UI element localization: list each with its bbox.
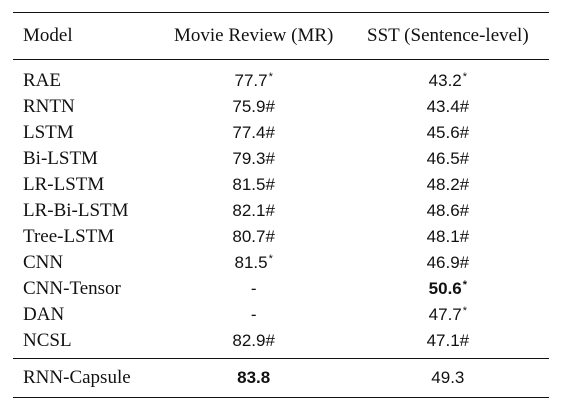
table-row: Bi-LSTM 79.3# 46.5#: [13, 146, 549, 172]
mr-score-cell: 82.9#: [161, 328, 347, 359]
significance-mark: *: [462, 279, 468, 291]
summary-model-cell: RNN-Capsule: [13, 358, 161, 398]
mr-score-cell: -: [161, 276, 347, 302]
table-row: LSTM 77.4# 45.6#: [13, 120, 549, 146]
score-value: 75.9#: [232, 97, 275, 116]
header-sst: SST (Sentence-level): [346, 12, 549, 60]
header-model: Model: [13, 12, 161, 60]
summary-sst-cell: 49.3: [346, 358, 549, 398]
summary-mr-cell: 83.8: [160, 358, 347, 398]
sst-score-cell: 43.4#: [347, 94, 549, 120]
mr-score-cell: 77.4#: [161, 120, 347, 146]
score-value: 48.6#: [426, 201, 470, 220]
significance-mark: *: [268, 71, 273, 83]
table-row: LR-Bi-LSTM 82.1# 48.6#: [13, 198, 549, 224]
model-name-cell: Tree-LSTM: [23, 226, 115, 247]
model-name-cell: DAN: [23, 304, 65, 325]
model-name-cell: RNTN: [23, 96, 75, 117]
score-value: 45.6#: [426, 123, 470, 142]
sst-score-cell: 47.1#: [347, 328, 549, 359]
table-row: Tree-LSTM 80.7# 48.1#: [13, 224, 549, 250]
model-name-cell: RAE: [23, 70, 61, 91]
table-row: RNTN 75.9# 43.4#: [13, 94, 549, 120]
score-value: 50.6: [428, 279, 462, 298]
sst-score-cell: 43.2*: [347, 60, 549, 95]
sst-score-cell: 45.6#: [347, 120, 549, 146]
score-value: 82.1#: [232, 201, 275, 220]
sst-score-cell: 48.1#: [347, 224, 549, 250]
header-row: Model Movie Review (MR) SST (Sentence-le…: [13, 12, 549, 60]
mr-score-cell: 82.1#: [161, 198, 347, 224]
table-body: RAE 77.7* 43.2* RNTN 75.9# 43.4# LSTM 77.4# 45.6…: [13, 60, 549, 359]
score-value: -: [250, 279, 257, 298]
sst-score-cell: 47.7*: [347, 302, 549, 328]
score-value: 46.9#: [426, 253, 470, 272]
sst-score-cell: 48.2#: [347, 172, 549, 198]
model-name-cell: CNN-Tensor: [23, 278, 121, 299]
score-value: 77.7: [234, 71, 268, 90]
score-value: 81.5: [234, 253, 268, 272]
significance-mark: *: [462, 305, 468, 317]
mr-score-cell: 77.7*: [161, 60, 347, 95]
table-row: NCSL 82.9# 47.1#: [13, 328, 549, 359]
model-name-cell: Bi-LSTM: [23, 148, 98, 169]
table-row: DAN - 47.7*: [13, 302, 549, 328]
significance-mark: *: [462, 71, 468, 83]
model-name-cell: NCSL: [23, 330, 72, 351]
sst-score-cell: 50.6*: [347, 276, 549, 302]
mr-score-cell: 80.7#: [161, 224, 347, 250]
sst-score-cell: 48.6#: [347, 198, 549, 224]
model-name-cell: CNN: [23, 252, 64, 273]
mr-score-cell: -: [161, 302, 347, 328]
score-value: 48.2#: [426, 175, 470, 194]
table-row: CNN-Tensor - 50.6*: [13, 276, 549, 302]
mr-score-cell: 81.5*: [161, 250, 347, 276]
mr-score-cell: 75.9#: [161, 94, 347, 120]
summary-row: RNN-Capsule 83.8 49.3: [13, 358, 549, 398]
score-value: 47.1#: [426, 331, 470, 350]
mr-score-cell: 81.5#: [161, 172, 347, 198]
score-value: 43.4#: [426, 97, 470, 116]
model-name-cell: LSTM: [23, 122, 74, 143]
sst-score-cell: 46.9#: [347, 250, 549, 276]
model-name-cell: LR-LSTM: [23, 174, 105, 195]
score-value: 47.7: [428, 305, 462, 324]
header-movie-review: Movie Review (MR): [160, 12, 347, 60]
score-value: 80.7#: [232, 227, 275, 246]
table-row: CNN 81.5* 46.9#: [13, 250, 549, 276]
score-value: -: [250, 305, 257, 324]
score-value: 48.1#: [426, 227, 470, 246]
model-name-cell: LR-Bi-LSTM: [23, 200, 129, 221]
table-row: RAE 77.7* 43.2*: [13, 60, 549, 95]
score-value: 79.3#: [232, 149, 275, 168]
score-value: 77.4#: [232, 123, 275, 142]
table-row: LR-LSTM 81.5# 48.2#: [13, 172, 549, 198]
score-value: 82.9#: [232, 331, 275, 350]
score-value: 43.2: [428, 71, 462, 90]
score-value: 81.5#: [232, 175, 275, 194]
score-value: 46.5#: [426, 149, 470, 168]
mr-score-cell: 79.3#: [161, 146, 347, 172]
significance-mark: *: [268, 253, 273, 265]
results-table: Model Movie Review (MR) SST (Sentence-le…: [13, 12, 549, 398]
sst-score-cell: 46.5#: [347, 146, 549, 172]
